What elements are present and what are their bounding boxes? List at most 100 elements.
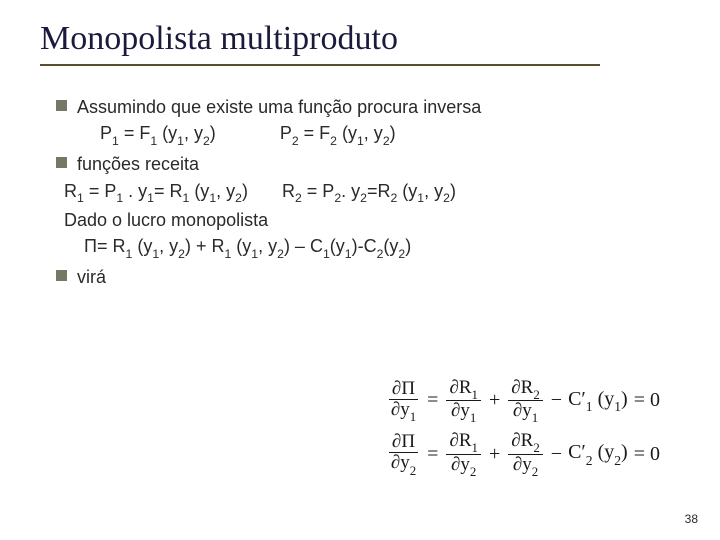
d2b: ∂: [451, 400, 460, 421]
C2sub: 2: [377, 247, 384, 261]
R2u-a: R: [521, 377, 534, 398]
C2sub-f: 2: [586, 453, 593, 468]
y1d: y: [604, 388, 614, 410]
eqP1: = P: [84, 181, 117, 201]
plus-sign-2: +: [489, 444, 500, 464]
R1sub-b: 1: [183, 191, 190, 205]
y1s-pi2: 1: [251, 247, 258, 261]
y2a: y: [400, 452, 410, 473]
y2s-f1: 2: [410, 463, 416, 478]
close-pi: ): [405, 236, 411, 256]
comma-d: , y: [424, 181, 443, 201]
argy1a: (y: [157, 123, 177, 143]
frac-dpi-dy2: ∂Π ∂y2: [388, 432, 419, 475]
y2s-b: 2: [383, 134, 390, 148]
d3b: ∂: [513, 400, 522, 421]
f2-sub: 2: [330, 134, 337, 148]
argy-pi2: (y: [231, 236, 251, 256]
d1b: ∂: [391, 399, 400, 420]
y1s-f3: 1: [532, 410, 538, 425]
foc-equations: ∂Π ∂y1 = ∂R1 ∂y1 + ∂R2 ∂y1 − C′1 (y1) = …: [386, 370, 660, 485]
plus-sign-1: +: [489, 390, 500, 410]
slide-title: Monopolista multiproduto: [40, 20, 680, 58]
Cprime2: C′2 (y2): [568, 442, 628, 466]
C1sub-f: 1: [586, 399, 593, 414]
plus-pi: ) + R: [185, 236, 225, 256]
line-p-functions: P1 = F1 (y1, y2) P2 = F2 (y1, y2): [56, 120, 680, 149]
R1-sub: 1: [77, 191, 84, 205]
eq-sign-2: =: [427, 444, 438, 464]
y1a: y: [400, 399, 410, 420]
close-b: ): [390, 123, 396, 143]
y2s-f3: 2: [532, 464, 538, 479]
close-a: ): [210, 123, 216, 143]
frac-dr2-dy1: ∂R2 ∂y1: [508, 378, 543, 424]
d3a: ∂: [511, 377, 520, 398]
R1sub-pi2: 1: [224, 247, 231, 261]
R1sub-pi: 1: [126, 247, 133, 261]
R2sub-b: 2: [390, 191, 397, 205]
line-pi: Π= R1 (y1, y2) + R1 (y1, y2) – C1(y1)-C2…: [56, 233, 680, 262]
d4a: ∂: [392, 431, 401, 452]
y1s-f2: 1: [470, 410, 476, 425]
eqR1b: = R: [154, 181, 183, 201]
y2s-pi1: 2: [178, 247, 185, 261]
bullet-item-1: Assumindo que existe uma função procura …: [56, 94, 680, 120]
eqR2txt: =R: [367, 181, 391, 201]
square-bullet-icon: [56, 100, 67, 111]
y1s-c: 1: [147, 191, 154, 205]
eq-sign-1: =: [427, 390, 438, 410]
y1s-c1: 1: [345, 247, 352, 261]
y1s-f1: 1: [410, 409, 416, 424]
p2-sub: 2: [292, 134, 299, 148]
y2s-f2: 2: [470, 464, 476, 479]
y1s-e: 1: [417, 191, 424, 205]
y1c: y: [522, 400, 532, 421]
eqP2: = P: [302, 181, 335, 201]
y2b: y: [460, 454, 470, 475]
y1s-a: 1: [177, 134, 184, 148]
argy2a: (y: [337, 123, 357, 143]
d2a: ∂: [449, 377, 458, 398]
Pi-a: Π: [401, 378, 415, 399]
bullet-item-3: virá: [56, 264, 680, 290]
d5b: ∂: [451, 454, 460, 475]
C-a: C: [568, 388, 581, 410]
comma-b: , y: [364, 123, 383, 143]
minus-sign-2: −: [551, 444, 562, 464]
minusC2: )-C: [352, 236, 377, 256]
eqf2a: = F: [299, 123, 331, 143]
y2s-pi2: 2: [277, 247, 284, 261]
comma-a: , y: [184, 123, 203, 143]
R2u-b: R: [521, 430, 534, 451]
y2s-e: 2: [443, 191, 450, 205]
y2d: y: [604, 441, 614, 463]
zero-a: = 0: [634, 390, 660, 410]
Pi-b: Π: [401, 431, 415, 452]
argy-pi1: (y: [132, 236, 152, 256]
frac-dr2-dy2: ∂R2 ∂y2: [508, 431, 543, 477]
y1s-f4: 1: [614, 399, 621, 414]
doty1: . y: [123, 181, 147, 201]
page-number: 38: [685, 512, 698, 526]
y2s-a: 2: [203, 134, 210, 148]
d1a: ∂: [392, 378, 401, 399]
d6a: ∂: [511, 430, 520, 451]
d5a: ∂: [449, 430, 458, 451]
R1: R: [64, 181, 77, 201]
d4b: ∂: [391, 452, 400, 473]
y1s-pi1: 1: [152, 247, 159, 261]
zero-b: = 0: [634, 444, 660, 464]
R1sub-f2: 1: [472, 440, 478, 455]
dot2: . y: [341, 181, 360, 201]
c1arg: (y: [330, 236, 345, 256]
y2c: y: [522, 454, 532, 475]
argy-d: (y: [397, 181, 417, 201]
Cprime1: C′1 (y1): [568, 389, 628, 413]
R2sub-f1: 2: [533, 387, 539, 402]
bullet-item-2: funções receita: [56, 151, 680, 177]
y2s-c: 2: [235, 191, 242, 205]
bullet-2-text: funções receita: [77, 151, 199, 177]
close-d: ): [450, 181, 456, 201]
frac-dpi-dy1: ∂Π ∂y1: [388, 379, 419, 422]
